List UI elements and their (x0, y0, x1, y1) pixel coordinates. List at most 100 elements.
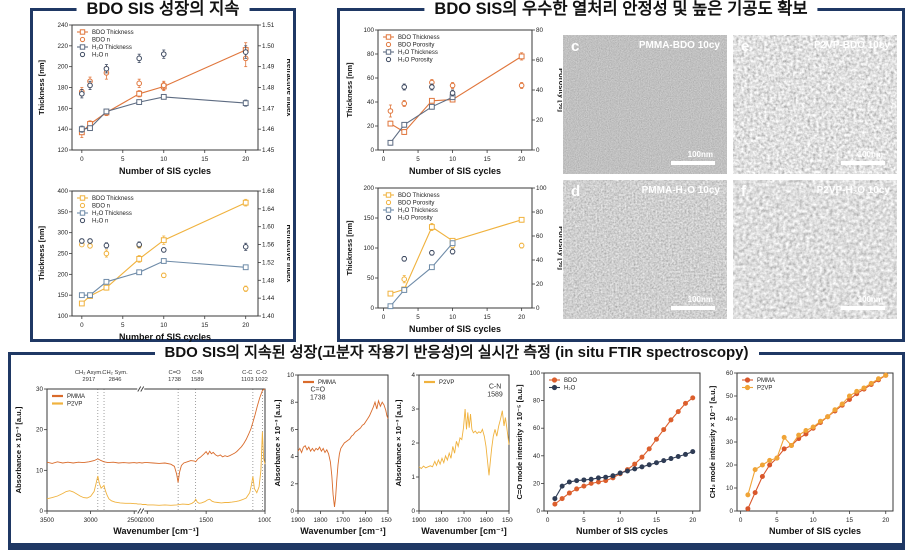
svg-text:6: 6 (290, 426, 294, 433)
svg-text:5: 5 (121, 156, 125, 163)
svg-text:0: 0 (536, 147, 540, 154)
svg-text:60: 60 (726, 370, 734, 377)
svg-text:Thickness [nm]: Thickness [nm] (37, 59, 46, 115)
svg-text:Porosity [%]: Porosity [%] (557, 68, 562, 112)
svg-text:10: 10 (160, 322, 168, 329)
svg-text:CH₂ Sym.: CH₂ Sym. (102, 370, 128, 376)
chart-thickness-ri-p2vp: 100 150 200 250 300 350 400 1.40 1.44 1.48 1.52 1.5… (36, 185, 294, 343)
svg-text:Absorbance × 10⁻³ [a.u.]: Absorbance × 10⁻³ [a.u.] (273, 399, 282, 486)
svg-text:P2VP: P2VP (757, 386, 772, 392)
svg-text:100: 100 (57, 313, 68, 320)
svg-text:3000: 3000 (84, 517, 99, 524)
svg-text:15: 15 (846, 517, 854, 524)
svg-text:BDO Thickness: BDO Thickness (92, 196, 134, 202)
svg-text:P2VP: P2VP (439, 380, 454, 386)
svg-text:H₂O: H₂O (564, 386, 576, 392)
svg-text:1.40: 1.40 (262, 313, 275, 320)
svg-text:C=O: C=O (169, 370, 182, 376)
sem-scalebar (671, 161, 715, 165)
sem-sample-label: P2VP-BDO 10cy (813, 40, 890, 51)
svg-text:H₂O Thickness: H₂O Thickness (398, 208, 438, 214)
svg-text:5: 5 (416, 314, 420, 321)
svg-text:1.45: 1.45 (262, 147, 275, 154)
svg-text:3500: 3500 (40, 517, 55, 524)
svg-text:5: 5 (121, 322, 125, 329)
svg-text:240: 240 (57, 22, 68, 29)
svg-text:C-N: C-N (192, 370, 202, 376)
chart-ftir-p2vp-cn: 0 1 2 3 4 1900 1800 1700 1600 1500 Absorbance × 10… (393, 367, 516, 537)
svg-text:30: 30 (36, 386, 44, 393)
svg-text:Number of SIS cycles: Number of SIS cycles (409, 324, 501, 334)
svg-text:20: 20 (533, 480, 541, 487)
chart-ftir-full-spectrum: 0 10 20 30 3500 3000 2500 2000 1500 1000 Absorbanc… (13, 367, 272, 537)
chart-co-mode-intensity: 0 20 40 60 80 100 0 5 10 15 20 C=O mode intensity ×… (514, 367, 706, 537)
panel-thermal-stability: BDO SIS의 우수한 열처리 안정성 및 높은 기공도 확보 0 20 40 60… (337, 0, 905, 342)
svg-text:0: 0 (290, 508, 294, 515)
svg-text:250: 250 (57, 251, 68, 258)
svg-text:1.64: 1.64 (262, 206, 275, 213)
ftir-charts: 0 10 20 30 3500 3000 2500 2000 1500 1000 Absorbanc… (11, 355, 902, 537)
svg-text:0: 0 (729, 508, 733, 515)
svg-text:1.52: 1.52 (262, 259, 275, 266)
svg-text:0: 0 (382, 314, 386, 321)
sem-scalebar-label: 100nm (687, 295, 713, 304)
svg-text:2000: 2000 (140, 517, 155, 524)
svg-text:0: 0 (80, 322, 84, 329)
svg-text:80: 80 (533, 398, 541, 405)
svg-text:10: 10 (617, 517, 625, 524)
sem-image-pmma-bdo: c PMMA-BDO 10cy 100nm (563, 35, 727, 174)
svg-text:H₂O Thickness: H₂O Thickness (92, 211, 132, 217)
svg-text:1022: 1022 (255, 377, 268, 383)
sem-sample-label: PMMA-H₂O 10cy (641, 185, 720, 196)
svg-text:BDO: BDO (564, 378, 577, 384)
sem-sample-label: P2VP-H₂O 10cy (816, 185, 890, 196)
svg-text:1.46: 1.46 (262, 126, 275, 133)
svg-text:C-C: C-C (242, 370, 252, 376)
svg-text:10: 10 (810, 517, 818, 524)
svg-text:50: 50 (367, 275, 375, 282)
sem-panel-letter: c (571, 38, 580, 55)
svg-text:Wavenumber [cm⁻¹]: Wavenumber [cm⁻¹] (300, 526, 385, 536)
svg-text:1700: 1700 (336, 517, 351, 524)
svg-text:15: 15 (201, 156, 209, 163)
svg-text:1738: 1738 (168, 377, 181, 383)
svg-text:1600: 1600 (479, 517, 494, 524)
svg-text:10: 10 (449, 156, 457, 163)
svg-text:10: 10 (726, 485, 734, 492)
svg-text:0: 0 (536, 305, 540, 312)
svg-text:Number of SIS cycles: Number of SIS cycles (409, 166, 501, 176)
svg-text:1500: 1500 (381, 517, 392, 524)
sem-image-grid: c PMMA-BDO 10cy 100nm (563, 35, 897, 319)
svg-text:80: 80 (367, 51, 375, 58)
svg-text:PMMA: PMMA (757, 378, 775, 384)
sem-sample-label: PMMA-BDO 10cy (638, 40, 720, 51)
svg-text:60: 60 (536, 233, 544, 240)
sem-scalebar-label: 100nm (857, 295, 883, 304)
svg-text:Number of SIS cycles: Number of SIS cycles (119, 332, 211, 342)
svg-text:10: 10 (36, 467, 44, 474)
svg-text:40: 40 (726, 416, 734, 423)
svg-text:1.50: 1.50 (262, 43, 275, 50)
svg-text:3: 3 (411, 406, 415, 413)
svg-text:Refractive Index: Refractive Index (285, 59, 290, 118)
svg-text:150: 150 (57, 292, 68, 299)
svg-text:20: 20 (689, 517, 697, 524)
svg-text:1589: 1589 (487, 392, 503, 399)
sem-panel-letter: f (741, 183, 746, 200)
svg-text:150: 150 (363, 215, 374, 222)
svg-text:20: 20 (536, 281, 544, 288)
svg-text:300: 300 (57, 230, 68, 237)
chart-thickness-ri-pmma: 120 140 160 180 200 220 240 1.45 1.46 1.47 1.48 1.4… (36, 19, 294, 177)
svg-text:C=O: C=O (311, 386, 326, 393)
svg-text:5: 5 (775, 517, 779, 524)
svg-text:1600: 1600 (358, 517, 373, 524)
panel-growth-title: BDO SIS 성장의 지속 (76, 0, 250, 20)
svg-text:8: 8 (290, 399, 294, 406)
svg-text:20: 20 (518, 314, 526, 321)
svg-text:2846: 2846 (109, 377, 122, 383)
svg-text:80: 80 (536, 209, 544, 216)
svg-text:CH₂ Asym.: CH₂ Asym. (75, 370, 103, 376)
svg-text:0: 0 (39, 508, 43, 515)
svg-text:0: 0 (382, 156, 386, 163)
svg-text:2917: 2917 (82, 377, 95, 383)
